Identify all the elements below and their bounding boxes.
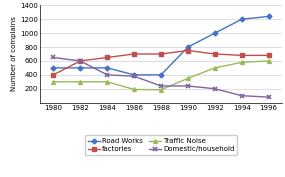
Legend: Road Works, factories, Traffic Noise, Domestic/household: Road Works, factories, Traffic Noise, Do… [85,135,237,155]
Traffic Noise [105,81,109,83]
Domestic/household [105,74,109,76]
Domestic/household [79,60,82,62]
Road Works [213,32,217,34]
Road Works [52,67,55,69]
Traffic Noise [79,81,82,83]
Domestic/household [213,88,217,90]
factories [213,53,217,55]
Traffic Noise [240,61,243,63]
Traffic Noise [52,81,55,83]
factories [52,74,55,76]
factories [186,49,190,52]
factories [159,53,163,55]
factories [267,54,270,56]
Domestic/household [186,85,190,87]
factories [133,53,136,55]
Road Works [240,18,243,20]
Domestic/household [133,75,136,77]
Road Works [267,15,270,18]
Traffic Noise [186,77,190,79]
Y-axis label: Number of complains: Number of complains [11,16,17,92]
Road Works [105,67,109,69]
Domestic/household [52,56,55,59]
factories [240,54,243,56]
Road Works [133,74,136,76]
Domestic/household [159,85,163,87]
factories [79,60,82,62]
Road Works [159,74,163,76]
Traffic Noise [267,60,270,62]
Road Works [79,67,82,69]
Traffic Noise [159,89,163,91]
Line: Road Works: Road Works [52,15,270,77]
Traffic Noise [133,88,136,90]
Traffic Noise [213,67,217,69]
Line: factories: factories [52,49,270,77]
Line: Domestic/household: Domestic/household [51,55,271,99]
Line: Traffic Noise: Traffic Noise [51,59,271,92]
Domestic/household [240,95,243,97]
Domestic/household [267,96,270,98]
factories [105,56,109,59]
Road Works [186,46,190,48]
